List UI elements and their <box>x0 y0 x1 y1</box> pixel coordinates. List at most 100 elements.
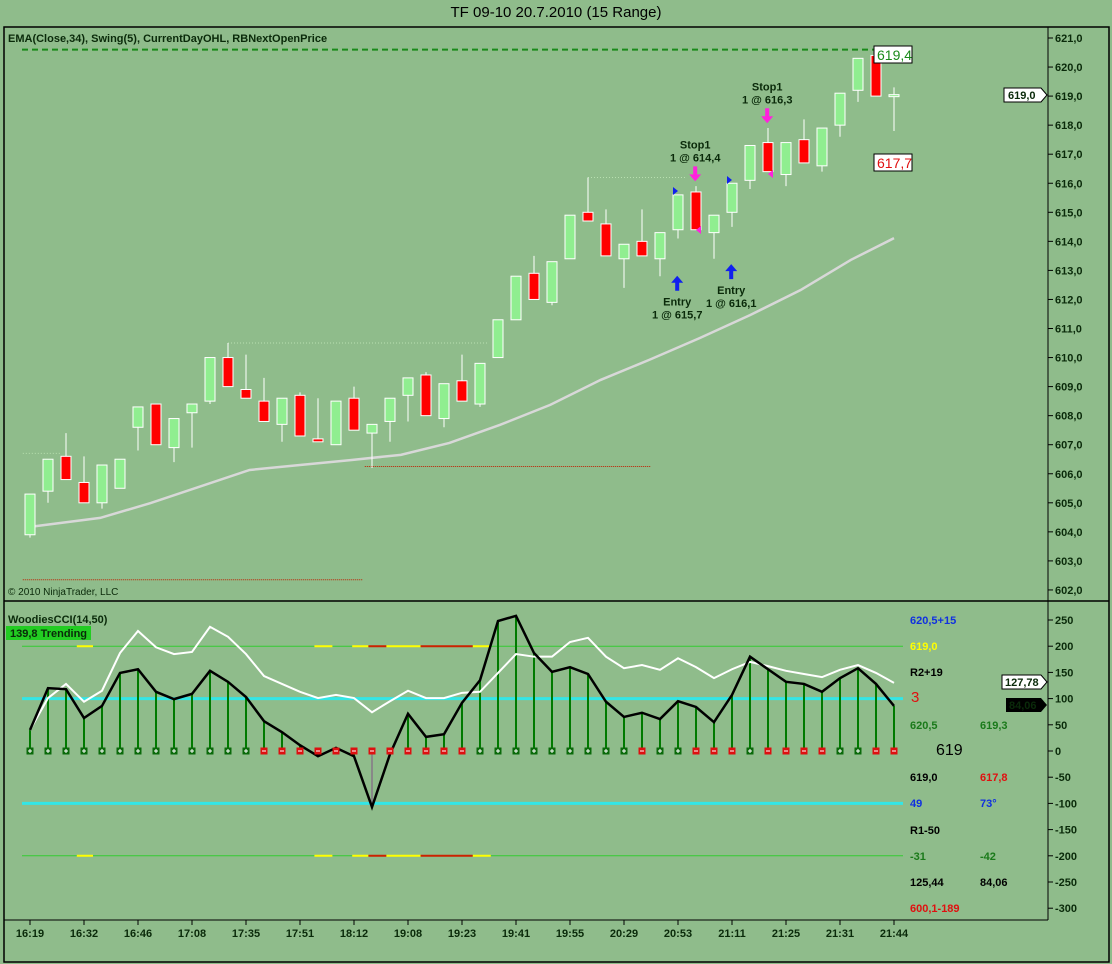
side-r3c1: R2+19 <box>910 667 943 679</box>
price-tick-label: 619,0 <box>1055 91 1083 103</box>
execution-marker-icon <box>768 170 773 178</box>
cci-status: 139,8 Trending <box>10 628 87 640</box>
time-tick-label: 19:41 <box>502 928 530 940</box>
annotation-title: Stop1 <box>752 81 783 93</box>
price-tick-label: 612,0 <box>1055 294 1083 306</box>
cci-tick-label: 250 <box>1055 615 1073 627</box>
cci-turbo-value: 127,78 <box>1005 677 1039 689</box>
execution-marker-icon <box>727 176 732 184</box>
cci-tick-label: 100 <box>1055 694 1073 706</box>
candle-body <box>348 397 360 431</box>
candle-body <box>582 211 594 222</box>
candle-body <box>60 455 72 481</box>
price-tick-label: 608,0 <box>1055 411 1083 423</box>
candle-body <box>330 400 342 446</box>
annotation-detail: 1 @ 615,7 <box>652 310 702 322</box>
time-tick-label: 17:35 <box>232 928 260 940</box>
candle-body <box>294 394 306 437</box>
execution-marker-icon <box>673 187 678 195</box>
candle-body <box>150 403 162 446</box>
annotation-title: Entry <box>717 285 746 297</box>
annotation-detail: 1 @ 616,1 <box>706 298 756 310</box>
price-tick-label: 605,0 <box>1055 498 1083 510</box>
time-tick-label: 21:31 <box>826 928 854 940</box>
time-tick-label: 21:44 <box>880 928 909 940</box>
execution-marker-icon <box>696 226 701 234</box>
candle-body <box>258 400 270 422</box>
price-tick-label: 604,0 <box>1055 527 1083 539</box>
candle-body <box>168 418 180 449</box>
time-tick-label: 19:55 <box>556 928 584 940</box>
copyright: © 2010 NinjaTrader, LLC <box>8 587 118 598</box>
candle-body <box>852 57 864 91</box>
candle-body <box>708 214 720 234</box>
time-tick-label: 21:11 <box>718 928 746 940</box>
stop-arrow-icon <box>689 166 702 182</box>
candle-body <box>888 94 900 98</box>
indicators-label: EMA(Close,34), Swing(5), CurrentDayOHL, … <box>8 33 327 45</box>
cci-tick-label: -150 <box>1055 825 1077 837</box>
time-tick-label: 20:29 <box>610 928 638 940</box>
price-tick-label: 615,0 <box>1055 207 1083 219</box>
candle-body <box>564 214 576 260</box>
candle-body <box>402 377 414 396</box>
window-title: TF 09-10 20.7.2010 (15 Range) <box>450 4 662 21</box>
price-tick-label: 613,0 <box>1055 265 1083 277</box>
stop-arrow-icon <box>761 108 774 124</box>
annotation-detail: 1 @ 616,3 <box>742 94 792 106</box>
last-price-label: 619,0 <box>1008 90 1036 102</box>
cci-tick-label: 50 <box>1055 720 1067 732</box>
side-r9c1: R1-50 <box>910 825 940 837</box>
cci-line <box>28 614 895 811</box>
entry-arrow-icon <box>725 264 738 280</box>
annotation-detail: 1 @ 614,4 <box>670 152 721 164</box>
candle-body <box>438 383 450 420</box>
candle-body <box>492 319 504 359</box>
side-r10c2: -42 <box>980 851 996 863</box>
ema34-line <box>29 237 895 529</box>
time-tick-label: 18:12 <box>340 928 368 940</box>
candle-body <box>726 182 738 213</box>
candle-body <box>42 458 54 492</box>
candle-body <box>420 374 432 417</box>
price-tick-label: 616,0 <box>1055 178 1083 190</box>
cci-value: 84,06 <box>1009 700 1037 712</box>
last-price-marker <box>1003 87 1048 103</box>
cci-status-badge <box>6 626 91 640</box>
candle-body <box>276 397 288 425</box>
candle-body <box>96 464 108 504</box>
time-tick-label: 20:53 <box>664 928 692 940</box>
cci-tick-label: 200 <box>1055 641 1073 653</box>
cci-tick-label: 0 <box>1055 746 1061 758</box>
chart-frame <box>3 26 1110 963</box>
candle-body <box>762 142 774 173</box>
annotation-title: Stop1 <box>680 139 711 151</box>
candle-body <box>780 142 792 176</box>
candle-body <box>798 139 810 164</box>
cci-turbo-marker <box>1001 674 1048 690</box>
candle-body <box>132 406 144 428</box>
cci-turbo-line <box>29 625 895 731</box>
time-tick-label: 21:25 <box>772 928 800 940</box>
candle-body <box>384 397 396 422</box>
candle-body <box>816 127 828 167</box>
candle-body <box>654 232 666 260</box>
price-tick-label: 618,0 <box>1055 120 1083 132</box>
price-tick-label: 607,0 <box>1055 440 1083 452</box>
side-r7c2: 617,8 <box>980 772 1008 784</box>
side-r6c2: 619 <box>936 742 963 759</box>
price-tick-label: 609,0 <box>1055 382 1083 394</box>
price-tick-label: 614,0 <box>1055 236 1083 248</box>
low-label-box <box>873 153 913 172</box>
candle-body <box>312 438 324 443</box>
candle-body <box>204 357 216 402</box>
candle-body <box>618 243 630 260</box>
high-label: 619,4 <box>877 47 912 63</box>
candle-body <box>672 194 684 231</box>
time-tick-label: 19:23 <box>448 928 476 940</box>
cci-tick-label: 150 <box>1055 667 1073 679</box>
price-tick-label: 620,0 <box>1055 62 1083 74</box>
side-r7c1: 619,0 <box>910 772 938 784</box>
time-tick-label: 17:51 <box>286 928 314 940</box>
